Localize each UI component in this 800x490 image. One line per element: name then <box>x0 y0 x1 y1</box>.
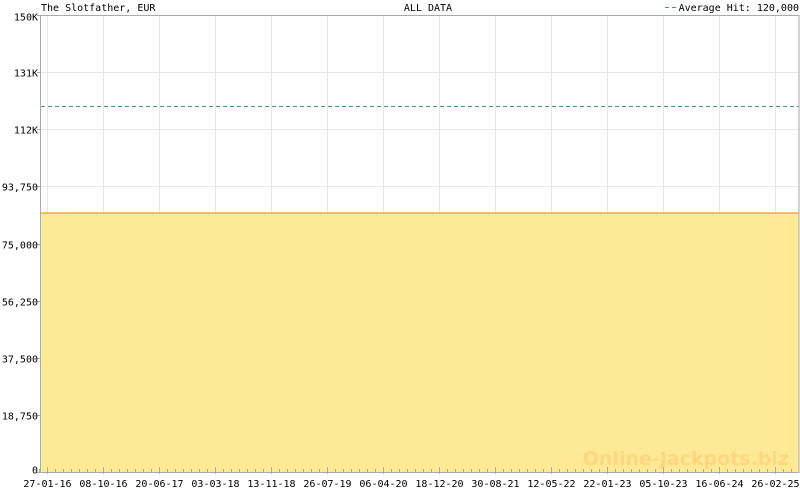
x-tick-label: 03-03-18 <box>191 479 239 490</box>
x-tick-labels: 27-01-16 08-10-16 20-06-17 03-03-18 13-11-18… <box>23 479 799 490</box>
y-tick-label: 18,750 <box>2 412 38 423</box>
x-tick-label: 18-12-20 <box>415 479 463 490</box>
x-tick-label: 05-10-23 <box>639 479 687 490</box>
x-tick-label: 22-01-23 <box>583 479 631 490</box>
jackpot-area <box>41 213 799 473</box>
axes <box>37 15 800 474</box>
x-tick-label: 30-08-21 <box>471 479 519 490</box>
x-tick-label: 26-02-25 <box>751 479 799 490</box>
y-tick-label: 0 <box>32 466 38 477</box>
y-tick-label: 150K <box>14 13 38 24</box>
y-tick-label: 75,000 <box>2 241 38 252</box>
x-tick-label: 12-05-22 <box>527 479 575 490</box>
x-tick-label: 20-06-17 <box>135 479 183 490</box>
x-tick-label: 27-01-16 <box>23 479 71 490</box>
x-tick-label: 06-04-20 <box>359 479 407 490</box>
x-tick-label: 26-07-19 <box>303 479 351 490</box>
chart-title: The Slotfather, EUR <box>41 3 156 14</box>
y-tick-label: 56,250 <box>2 298 38 309</box>
y-tick-label: 37,500 <box>2 355 38 366</box>
chart-subtitle: ALL DATA <box>404 3 452 14</box>
y-tick-labels: 0 18,750 37,500 56,250 75,000 93,750 112K 131K 1… <box>2 13 38 477</box>
watermark: Online-Jackpots.biz <box>583 448 789 470</box>
y-tick-label: 112K <box>14 126 38 137</box>
y-tick-label: 131K <box>14 69 38 80</box>
y-tick-label: 93,750 <box>2 183 38 194</box>
x-tick-label: 08-10-16 <box>79 479 127 490</box>
legend-average-hit: Average Hit: 120,000 <box>679 3 799 14</box>
plot-frame <box>40 15 800 473</box>
x-tick-label: 16-06-24 <box>695 479 743 490</box>
x-tick-label: 13-11-18 <box>247 479 295 490</box>
